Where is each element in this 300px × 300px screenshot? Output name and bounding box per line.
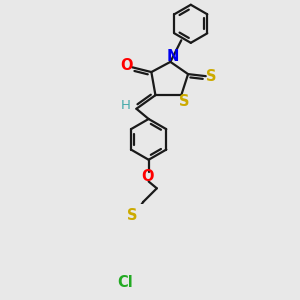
Text: S: S — [179, 94, 189, 110]
Text: O: O — [121, 58, 133, 74]
Text: Cl: Cl — [117, 274, 133, 290]
Text: H: H — [121, 99, 130, 112]
Text: O: O — [142, 169, 154, 184]
Text: S: S — [206, 69, 216, 84]
Text: N: N — [166, 49, 178, 64]
Text: S: S — [127, 208, 138, 223]
